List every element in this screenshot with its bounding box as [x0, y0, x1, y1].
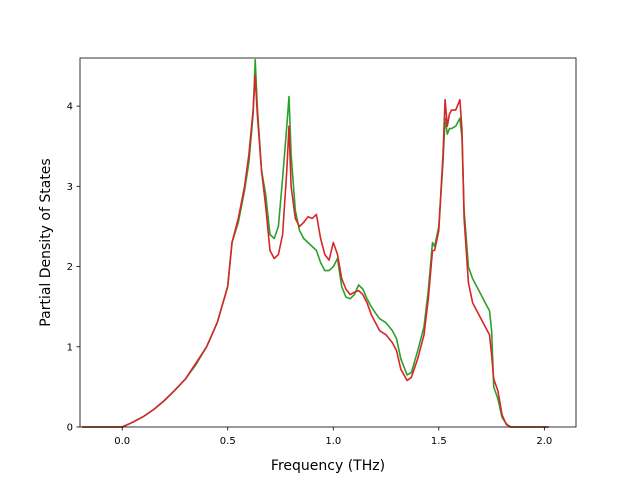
y-tick-label: 4 — [67, 102, 73, 113]
x-axis-title: Frequency (THz) — [271, 458, 385, 474]
x-tick-label: 0.0 — [114, 436, 130, 447]
x-tick-label: 0.5 — [220, 436, 236, 447]
y-tick-label: 0 — [67, 423, 73, 434]
series-line-2 — [82, 74, 549, 428]
x-tick-label: 1.0 — [325, 436, 341, 447]
x-tick-label: 2.0 — [536, 436, 552, 447]
y-tick-label: 1 — [67, 342, 73, 353]
x-axis: 0.0 0.5 1.0 1.5 2.0 — [114, 427, 552, 447]
series-layer — [82, 58, 549, 428]
y-tick-label: 2 — [67, 262, 73, 273]
y-tick-label: 3 — [67, 182, 73, 193]
y-axis-title: Partial Density of States — [38, 158, 54, 326]
plot-frame — [79, 57, 577, 428]
x-tick-label: 1.5 — [431, 436, 447, 447]
y-axis: 0 1 2 3 4 — [67, 102, 80, 434]
